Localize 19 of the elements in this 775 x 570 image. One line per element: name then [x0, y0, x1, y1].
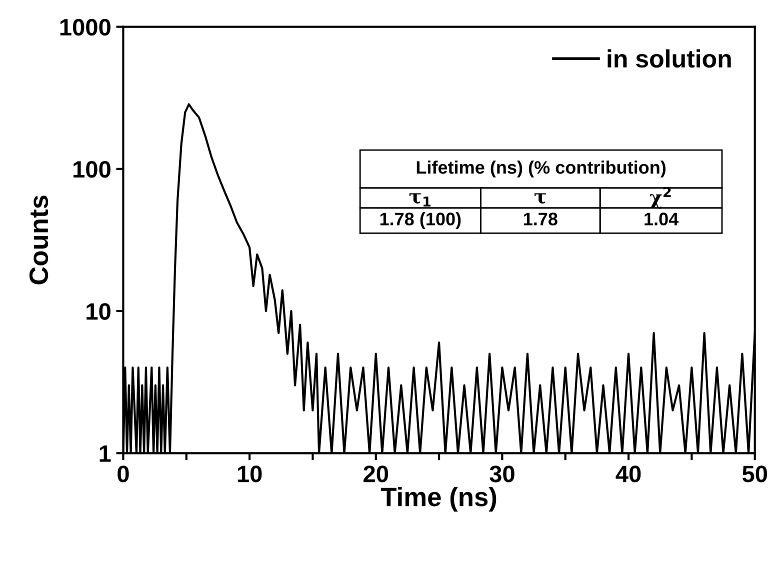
- y-tick-label: 1: [100, 445, 111, 462]
- annotation: τ$_{1}$: [409, 193, 431, 207]
- y-tick-label: 10: [86, 303, 110, 320]
- annotation: Lifetime (ns) (% contribution): [416, 160, 666, 178]
- x-tick-label: 20: [364, 466, 388, 482]
- y-tick-label: 1000: [60, 18, 110, 36]
- x-tick-label: 30: [490, 466, 514, 482]
- x-axis-title: Time (ns): [380, 486, 496, 512]
- x-tick-label: 40: [616, 466, 641, 482]
- y-axis-title: Counts: [29, 196, 48, 284]
- legend-label: in solution: [608, 49, 731, 68]
- annotation: 1.78 (100): [380, 212, 461, 229]
- y-tick-label: 100: [74, 160, 110, 178]
- annotation: 1.78: [524, 212, 558, 226]
- x-tick-label: 0: [118, 466, 129, 482]
- annotation: τ: [534, 193, 546, 204]
- annotation: 1.04: [644, 212, 679, 226]
- x-tick-label: 50: [742, 466, 768, 482]
- x-tick-label: 10: [238, 466, 262, 482]
